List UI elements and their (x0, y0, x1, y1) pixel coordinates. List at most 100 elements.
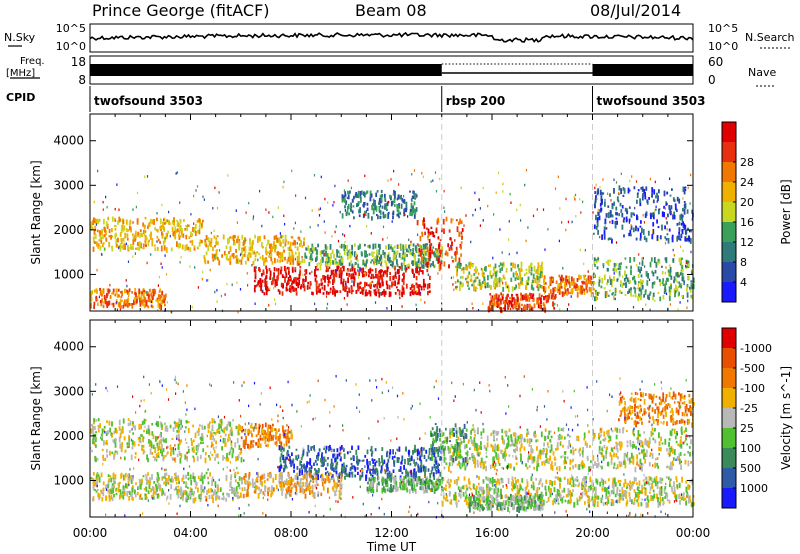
power-cell (620, 172, 622, 176)
power-cell (133, 296, 136, 302)
velocity-cell (443, 487, 446, 491)
velocity-cell (101, 448, 104, 452)
velocity-cell (109, 427, 111, 433)
power-cell (424, 263, 427, 266)
power-cell (596, 222, 599, 228)
power-cell (402, 244, 405, 250)
power-cell (208, 240, 211, 247)
power-cell (259, 278, 262, 284)
power-cell (498, 299, 500, 302)
velocity-cell (632, 461, 635, 465)
power-cell (692, 277, 695, 284)
velocity-cell (476, 459, 479, 465)
power-cell (236, 221, 238, 224)
power-cell (525, 239, 527, 243)
power-cell (267, 240, 270, 245)
power-cell (155, 228, 158, 232)
power-cell (554, 187, 557, 190)
velocity-cell (182, 492, 184, 498)
power-cell (356, 254, 358, 258)
velocity-cell (687, 494, 689, 498)
power-cell (495, 271, 497, 278)
velocity-cell (192, 450, 195, 453)
power-cell (351, 273, 354, 277)
velocity-cell (96, 473, 99, 476)
power-cell (173, 221, 176, 226)
velocity-cell (558, 465, 561, 472)
power-cell (653, 189, 656, 195)
velocity-cell (494, 462, 497, 467)
power-cell (403, 199, 406, 204)
power-cell (656, 276, 659, 280)
power-cell (351, 280, 353, 283)
velocity-cell (482, 489, 485, 495)
velocity-cell (548, 461, 550, 465)
power-cell (378, 198, 381, 203)
power-cell (316, 249, 319, 255)
velocity-cell (633, 489, 636, 493)
velocity-cell (562, 495, 565, 498)
velocity-cell (187, 421, 190, 424)
velocity-cell (688, 446, 691, 449)
velocity-cell (685, 486, 688, 493)
power-cell (561, 221, 563, 224)
power-cell (332, 204, 334, 207)
power-cell (401, 197, 404, 202)
power-cell (687, 299, 689, 303)
power-cell (673, 276, 676, 281)
velocity-cell (550, 435, 553, 439)
power-cell (630, 233, 632, 237)
velocity-cell (156, 442, 159, 446)
power-cell (682, 276, 685, 282)
power-cell (668, 295, 671, 301)
velocity-cell (186, 457, 188, 462)
power-cell (310, 254, 313, 260)
velocity-cell (111, 483, 114, 486)
power-cell (507, 286, 510, 293)
power-cell (496, 278, 499, 284)
velocity-cell (504, 430, 507, 434)
power-cell (402, 273, 404, 276)
power-cell (342, 281, 344, 287)
power-cell (304, 196, 307, 200)
power-cell (342, 266, 344, 269)
power-cell (292, 254, 295, 258)
power-cell (558, 284, 561, 288)
velocity-cell (223, 428, 226, 434)
power-cell (104, 227, 106, 233)
velocity-cell (238, 444, 241, 450)
velocity-cell (134, 425, 136, 431)
power-cell (131, 303, 133, 306)
power-cell (226, 282, 228, 286)
freq-label: Freq. (20, 56, 45, 67)
velocity-cell (112, 439, 115, 443)
power-cell (448, 229, 451, 233)
power-cell (357, 276, 359, 279)
velocity-cell (478, 445, 481, 450)
power-cell (515, 299, 517, 305)
power-cell (413, 273, 415, 278)
power-cell (398, 183, 400, 186)
power-cell (274, 257, 276, 264)
power-cell (90, 225, 92, 231)
power-cell (340, 274, 343, 280)
power-cell (365, 289, 367, 292)
power-cell (300, 239, 302, 245)
power-cell (607, 268, 609, 272)
power-cell (172, 231, 175, 236)
velocity-cell (671, 460, 674, 466)
velocity-cell (500, 477, 503, 480)
power-cell (406, 254, 408, 257)
power-cell (142, 222, 145, 227)
power-cell (157, 301, 160, 308)
power-cell (473, 268, 476, 272)
velocity-cell (450, 444, 453, 449)
power-cell (668, 264, 671, 267)
power-cell (364, 192, 367, 196)
velocity-cell (503, 439, 505, 445)
power-cell (381, 291, 384, 295)
velocity-cell (654, 481, 657, 487)
power-cell (549, 289, 552, 295)
power-cell (366, 207, 369, 211)
power-cell (142, 289, 144, 292)
